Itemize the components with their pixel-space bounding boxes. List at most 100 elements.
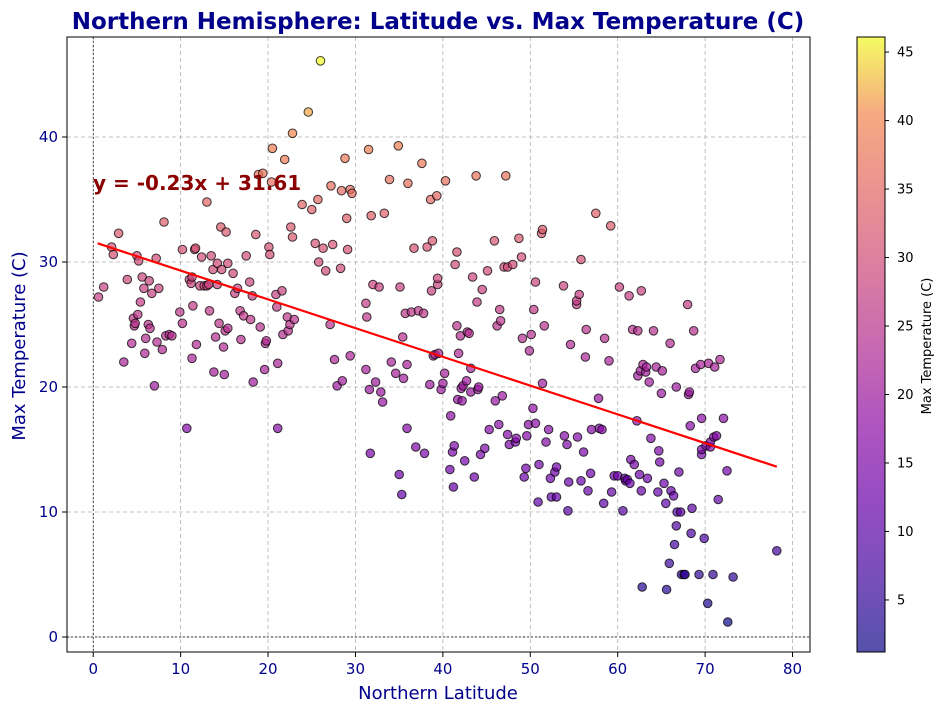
scatter-point <box>266 177 277 187</box>
scatter-point <box>497 391 508 401</box>
scatter-point <box>361 364 371 375</box>
scatter-point <box>524 346 535 356</box>
scatter-point <box>772 546 782 556</box>
y-tick-label: 30 <box>39 253 58 271</box>
scatter-point <box>209 367 219 377</box>
scatter-point <box>530 277 541 287</box>
scatter-point <box>438 378 448 389</box>
scatter-point <box>241 251 251 261</box>
regression-line <box>97 242 778 468</box>
scatter-point <box>675 507 686 517</box>
colorbar-ticks: 5 10 15 20 25 30 35 40 45 <box>885 46 914 608</box>
scatter-point <box>157 344 168 355</box>
regression-equation: y = -0.23x + 31.61 <box>93 171 301 195</box>
scatter-point <box>453 348 464 359</box>
scatter-point <box>370 377 381 387</box>
scatter-point <box>365 448 376 459</box>
scatter-point <box>580 352 591 362</box>
scatter-point <box>718 413 729 424</box>
scatter-point <box>287 232 298 242</box>
scatter-point <box>182 423 192 434</box>
scatter-point <box>122 274 133 285</box>
scatter-point <box>432 273 443 284</box>
scatter-point <box>379 208 390 219</box>
scatter-point <box>469 472 480 482</box>
scatter-point <box>529 304 539 315</box>
scatter-point <box>634 469 645 480</box>
scatter-point <box>303 107 314 117</box>
scatter-point <box>440 176 451 186</box>
scatter-point <box>395 282 405 292</box>
scatter-point <box>272 358 283 369</box>
x-tick-label: 10 <box>171 660 190 678</box>
scatter-point <box>223 258 233 269</box>
scatter-point <box>219 369 230 380</box>
scatter-point <box>578 447 589 457</box>
scatter-point <box>699 533 710 544</box>
colorbar-tick-label: 35 <box>897 183 914 198</box>
scatter-point <box>206 251 216 261</box>
scatter-point <box>113 228 124 239</box>
scatter-point <box>539 321 550 331</box>
scatter-point <box>277 286 287 296</box>
scatter-point <box>501 171 511 181</box>
y-tick-label: 10 <box>39 503 58 521</box>
scatter-point <box>682 299 693 310</box>
scatter-point <box>522 431 532 441</box>
colorbar-tick-label: 45 <box>897 46 914 61</box>
scatter-point <box>140 348 150 359</box>
scatter-point <box>614 282 625 292</box>
scatter-point <box>336 185 347 196</box>
scatter-point <box>521 463 531 474</box>
scatter-point <box>361 298 371 309</box>
scatter-point <box>244 277 255 287</box>
scatter-point <box>502 429 513 440</box>
x-axis-ticks: 0 10 20 30 40 50 60 70 80 <box>88 652 802 678</box>
scatter-point <box>418 308 429 319</box>
scatter-point <box>514 233 524 244</box>
scatter-point <box>457 396 467 406</box>
scatter-point <box>342 244 353 255</box>
scatter-point <box>191 339 202 350</box>
scatter-point <box>133 309 143 320</box>
scatter-point <box>251 229 261 240</box>
scatter-point <box>452 321 462 331</box>
scatter-point <box>452 247 462 257</box>
scatter-point <box>659 478 669 489</box>
plot-frame <box>66 36 811 653</box>
scatter-point <box>585 468 596 479</box>
scatter-point <box>629 459 640 470</box>
scatter-point <box>537 224 548 235</box>
scatter-point <box>347 188 357 199</box>
x-axis-label: Northern Latitude <box>358 683 518 704</box>
scatter-point <box>149 381 160 391</box>
scatter-point <box>688 326 699 336</box>
scatter-point <box>687 503 697 514</box>
scatter-point <box>340 153 350 164</box>
scatter-point <box>258 168 268 179</box>
scatter-point <box>461 376 472 386</box>
scatter-point <box>604 356 614 366</box>
scatter-point <box>480 443 490 454</box>
scatter-point <box>562 439 572 450</box>
scatter-point <box>494 304 505 315</box>
scatter-point <box>490 396 501 406</box>
scatter-point <box>154 283 164 294</box>
scatter-point <box>335 263 346 274</box>
scatter-point <box>572 432 583 442</box>
scatter-point <box>624 291 634 301</box>
scatter-point <box>605 221 616 231</box>
scatter-point <box>669 539 680 550</box>
scatter-point <box>543 424 554 435</box>
scatter-point <box>196 252 207 262</box>
scatter-point <box>530 418 541 429</box>
scatter-point <box>175 307 185 317</box>
scatter-point <box>671 521 682 531</box>
scatter-point <box>364 384 375 395</box>
scatter-point <box>685 421 696 431</box>
scatter-point <box>384 174 395 185</box>
scatter-point <box>558 281 569 291</box>
scatter-point <box>448 482 459 492</box>
scatter-point <box>511 433 522 444</box>
